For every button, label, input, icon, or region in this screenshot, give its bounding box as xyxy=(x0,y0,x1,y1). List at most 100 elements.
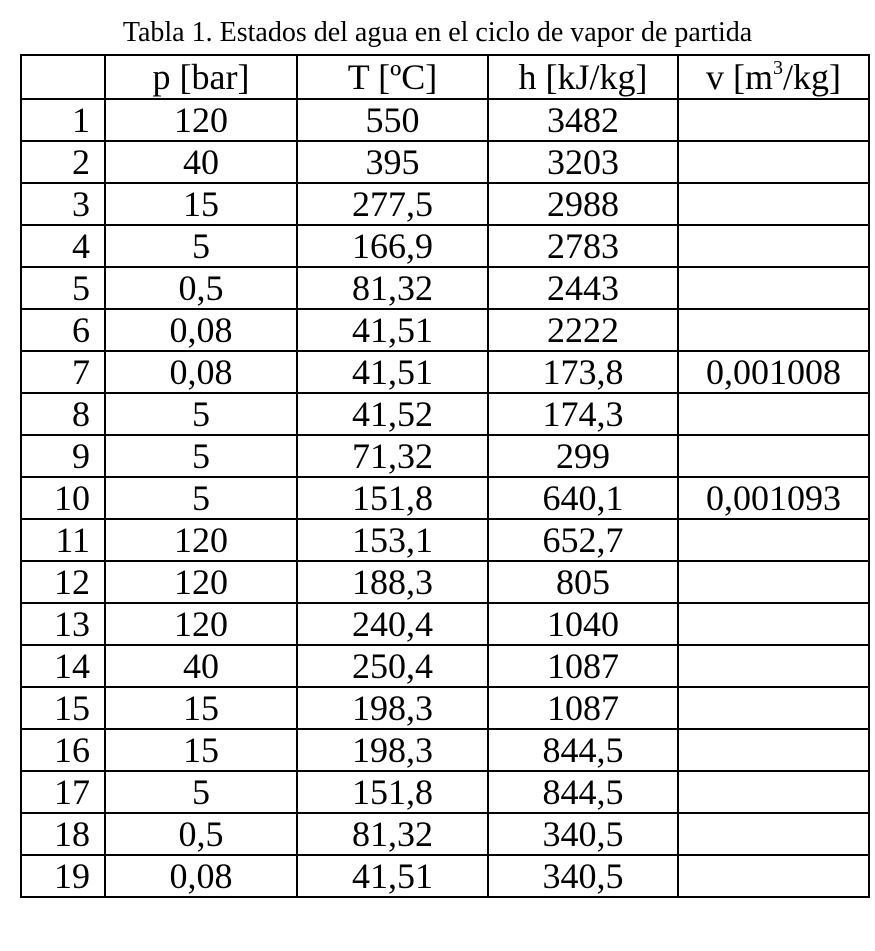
enthalpy-cell: 340,5 xyxy=(487,854,679,898)
temperature-cell: 151,8 xyxy=(296,476,489,520)
state-number: 16 xyxy=(20,728,106,772)
table-row: 9 5 71,32 299 xyxy=(20,434,870,478)
enthalpy-cell: 1040 xyxy=(487,602,679,646)
header-index xyxy=(20,54,106,100)
pressure-cell: 5 xyxy=(104,770,298,814)
enthalpy-cell: 2783 xyxy=(487,224,679,268)
temperature-cell: 151,8 xyxy=(296,770,489,814)
pressure-cell: 40 xyxy=(104,644,298,688)
state-number: 4 xyxy=(20,224,106,268)
pressure-cell: 120 xyxy=(104,602,298,646)
specific-volume-cell xyxy=(677,602,870,646)
state-number: 12 xyxy=(20,560,106,604)
specific-volume-cell xyxy=(677,518,870,562)
enthalpy-cell: 1087 xyxy=(487,686,679,730)
header-temperature: T [ºC] xyxy=(296,54,489,100)
specific-volume-cell xyxy=(677,560,870,604)
specific-volume-cell xyxy=(677,224,870,268)
specific-volume-cell xyxy=(677,854,870,898)
temperature-cell: 153,1 xyxy=(296,518,489,562)
header-pressure: p [bar] xyxy=(104,54,298,100)
temperature-cell: 198,3 xyxy=(296,728,489,772)
specific-volume-cell xyxy=(677,182,870,226)
temperature-cell: 41,51 xyxy=(296,308,489,352)
table-caption: Tabla 1. Estados del agua en el ciclo de… xyxy=(122,17,753,48)
specific-volume-cell xyxy=(677,770,870,814)
header-specific-volume: v [m3/kg] xyxy=(677,54,870,100)
table-row: 13 120 240,4 1040 xyxy=(20,602,870,646)
enthalpy-cell: 299 xyxy=(487,434,679,478)
table-row: 2 40 395 3203 xyxy=(20,140,870,184)
temperature-cell: 41,51 xyxy=(296,350,489,394)
temperature-cell: 550 xyxy=(296,98,489,142)
state-number: 5 xyxy=(20,266,106,310)
enthalpy-cell: 2988 xyxy=(487,182,679,226)
state-number: 10 xyxy=(20,476,106,520)
enthalpy-cell: 805 xyxy=(487,560,679,604)
enthalpy-cell: 3203 xyxy=(487,140,679,184)
table-row: 12 120 188,3 805 xyxy=(20,560,870,604)
state-number: 9 xyxy=(20,434,106,478)
pressure-cell: 0,5 xyxy=(104,812,298,856)
header-row: p [bar] T [ºC] h [kJ/kg] v [m3/kg] xyxy=(20,54,870,100)
state-number: 2 xyxy=(20,140,106,184)
pressure-cell: 5 xyxy=(104,476,298,520)
table-row: 14 40 250,4 1087 xyxy=(20,644,870,688)
table-row: 6 0,08 41,51 2222 xyxy=(20,308,870,352)
table-row: 18 0,5 81,32 340,5 xyxy=(20,812,870,856)
specific-volume-cell xyxy=(677,392,870,436)
enthalpy-cell: 2443 xyxy=(487,266,679,310)
table-row: 15 15 198,3 1087 xyxy=(20,686,870,730)
temperature-cell: 395 xyxy=(296,140,489,184)
state-number: 19 xyxy=(20,854,106,898)
enthalpy-cell: 1087 xyxy=(487,644,679,688)
specific-volume-cell xyxy=(677,728,870,772)
table-row: 11 120 153,1 652,7 xyxy=(20,518,870,562)
temperature-cell: 198,3 xyxy=(296,686,489,730)
header-enthalpy: h [kJ/kg] xyxy=(487,54,679,100)
water-states-table: p [bar] T [ºC] h [kJ/kg] v [m3/kg] 1 120 5… xyxy=(20,54,870,898)
specific-volume-cell xyxy=(677,434,870,478)
pressure-cell: 5 xyxy=(104,392,298,436)
specific-volume-cell xyxy=(677,812,870,856)
table-body: 1 120 550 3482 2 40 395 3203 3 15 277,5 2988 4 5 166,9… xyxy=(20,98,870,898)
table-row: 5 0,5 81,32 2443 xyxy=(20,266,870,310)
specific-volume-cell xyxy=(677,308,870,352)
pressure-cell: 0,08 xyxy=(104,350,298,394)
pressure-cell: 120 xyxy=(104,98,298,142)
pressure-cell: 120 xyxy=(104,518,298,562)
temperature-cell: 71,32 xyxy=(296,434,489,478)
temperature-cell: 188,3 xyxy=(296,560,489,604)
specific-volume-cell xyxy=(677,266,870,310)
temperature-cell: 166,9 xyxy=(296,224,489,268)
temperature-cell: 41,52 xyxy=(296,392,489,436)
header-v-suffix: /kg] xyxy=(783,57,841,97)
state-number: 1 xyxy=(20,98,106,142)
pressure-cell: 120 xyxy=(104,560,298,604)
pressure-cell: 15 xyxy=(104,182,298,226)
pressure-cell: 0,08 xyxy=(104,854,298,898)
pressure-cell: 15 xyxy=(104,686,298,730)
pressure-cell: 0,5 xyxy=(104,266,298,310)
state-number: 6 xyxy=(20,308,106,352)
header-v-prefix: v [m xyxy=(706,57,773,97)
temperature-cell: 250,4 xyxy=(296,644,489,688)
state-number: 13 xyxy=(20,602,106,646)
enthalpy-cell: 3482 xyxy=(487,98,679,142)
enthalpy-cell: 652,7 xyxy=(487,518,679,562)
temperature-cell: 41,51 xyxy=(296,854,489,898)
table-row: 4 5 166,9 2783 xyxy=(20,224,870,268)
state-number: 17 xyxy=(20,770,106,814)
enthalpy-cell: 173,8 xyxy=(487,350,679,394)
specific-volume-cell: 0,001093 xyxy=(677,476,870,520)
table-row: 19 0,08 41,51 340,5 xyxy=(20,854,870,898)
table-row: 10 5 151,8 640,1 0,001093 xyxy=(20,476,870,520)
pressure-cell: 15 xyxy=(104,728,298,772)
table-row: 17 5 151,8 844,5 xyxy=(20,770,870,814)
pressure-cell: 5 xyxy=(104,434,298,478)
specific-volume-cell xyxy=(677,98,870,142)
pressure-cell: 0,08 xyxy=(104,308,298,352)
state-number: 3 xyxy=(20,182,106,226)
enthalpy-cell: 2222 xyxy=(487,308,679,352)
specific-volume-cell xyxy=(677,644,870,688)
